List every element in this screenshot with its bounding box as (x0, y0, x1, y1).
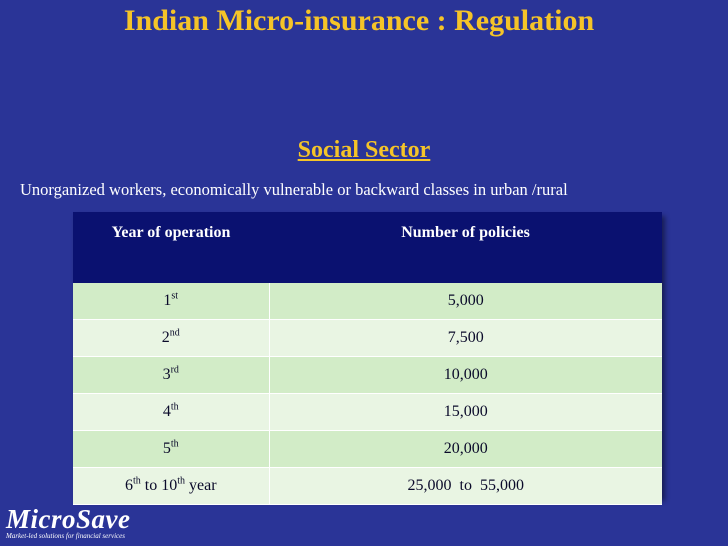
policies-cell: 15,000 (269, 393, 662, 431)
logo-tagline: Market-led solutions for financial servi… (6, 532, 125, 540)
policies-cell: 7,500 (269, 319, 662, 357)
microsave-logo: MicroSave Market-led solutions for finan… (6, 506, 130, 541)
table-row: 3rd 10,000 (73, 356, 662, 394)
description-text: Unorganized workers, economically vulner… (20, 180, 568, 199)
table-row: 2nd 7,500 (73, 319, 662, 357)
policies-cell: 20,000 (269, 430, 662, 468)
year-cell: 4th (73, 393, 270, 431)
year-cell: 3rd (73, 356, 270, 394)
slide-title: Indian Micro-insurance : Regulation (123, 4, 595, 37)
year-cell: 6th to 10th year (73, 467, 270, 505)
table-row: 4th 15,000 (73, 393, 662, 431)
year-cell: 1st (73, 283, 270, 320)
table-header-row: Year of operation Number of policies (73, 212, 662, 283)
table-row: 6th to 10th year 25,000 to 55,000 (73, 467, 662, 505)
section-title: Social Sector (297, 137, 431, 163)
policies-cell: 25,000 to 55,000 (269, 467, 662, 505)
policies-table: Year of operation Number of policies 1st… (73, 212, 662, 505)
year-cell: 2nd (73, 319, 270, 357)
logo-name: MicroSave (6, 504, 131, 534)
year-cell: 5th (73, 430, 270, 468)
policies-cell: 10,000 (269, 356, 662, 394)
table-row: 5th 20,000 (73, 430, 662, 468)
policies-cell: 5,000 (269, 283, 662, 320)
header-year: Year of operation (73, 212, 269, 283)
header-policies: Number of policies (269, 212, 662, 283)
table-row: 1st 5,000 (73, 283, 662, 320)
